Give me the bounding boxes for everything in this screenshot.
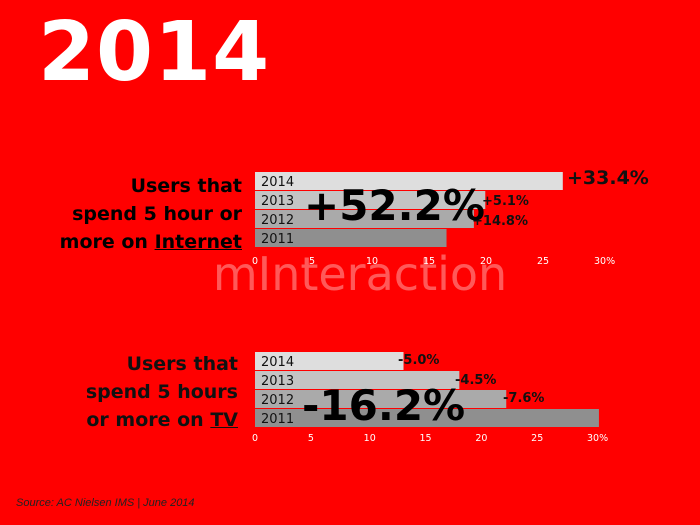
tv-chart-label: Users that spend 5 hours or more on TV [20, 350, 238, 434]
tv-bar-2011 [255, 409, 599, 427]
internet-bar-2011 [255, 229, 447, 247]
tv-bar-2014 [255, 352, 404, 370]
internet-label-line2: spend 5 hour or [72, 203, 242, 225]
internet-total-change: +52.2% [304, 181, 485, 230]
internet-bar-label-2013: 2013 [261, 194, 294, 209]
tv-tick-label: 15 [420, 433, 432, 444]
tv-tick-label: 0 [252, 433, 258, 444]
internet-tick-label: 25 [537, 256, 549, 267]
internet-bar-2013 [255, 191, 486, 209]
internet-bar-2012 [255, 210, 474, 228]
internet-change-annotation: +5.1% [482, 194, 529, 209]
internet-bar-label-2014: 2014 [261, 175, 294, 190]
internet-chart-label: Users that spend 5 hour or more on Inter… [20, 172, 242, 256]
tv-label-keyword: TV [210, 409, 238, 431]
internet-change-annotation: +14.8% [472, 214, 528, 229]
internet-bar-label-2012: 2012 [261, 213, 294, 228]
watermark: mInteraction [212, 247, 508, 301]
tv-tick-label: 25 [531, 433, 543, 444]
internet-tick-label: 5 [309, 256, 315, 267]
tv-bar-label-2013: 2013 [261, 374, 294, 389]
tv-change-annotation: -7.6% [503, 391, 544, 406]
tv-bar-2013 [255, 371, 460, 389]
year-title: 2014 [38, 5, 271, 100]
tv-bar-2012 [255, 390, 507, 408]
tv-bar-label-2012: 2012 [261, 393, 294, 408]
tv-bar-label-2014: 2014 [261, 355, 294, 370]
internet-tick-label: 20 [480, 256, 492, 267]
tv-label-line3: or more on TV [20, 406, 238, 434]
internet-tick-label: 0 [252, 256, 258, 267]
tv-label-prefix: or more on [86, 409, 211, 431]
tv-tick-label: 5 [308, 433, 314, 444]
source-note: Source: AC Nielsen IMS | June 2014 [16, 497, 195, 509]
tv-bar-label-2011: 2011 [261, 412, 294, 427]
internet-tick-label: 30% [594, 256, 615, 267]
internet-change-annotation: +33.4% [567, 167, 649, 189]
internet-label-line3: more on Internet [20, 228, 242, 256]
internet-bar-2014 [255, 172, 563, 190]
tv-tick-label: 20 [475, 433, 487, 444]
internet-label-prefix: more on [59, 231, 155, 253]
internet-bar-label-2011: 2011 [261, 232, 294, 247]
tv-change-annotation: -5.0% [398, 353, 439, 368]
tv-label-line2: spend 5 hours [85, 381, 238, 403]
internet-tick-label: 10 [366, 256, 378, 267]
internet-label-line1: Users that [130, 175, 242, 197]
tv-tick-label: 30% [587, 433, 608, 444]
tv-total-change: -16.2% [302, 381, 465, 430]
tv-tick-label: 10 [364, 433, 376, 444]
tv-label-line1: Users that [126, 353, 238, 375]
tv-change-annotation: -4.5% [455, 373, 496, 388]
internet-label-keyword: Internet [154, 231, 242, 253]
internet-tick-label: 15 [423, 256, 435, 267]
